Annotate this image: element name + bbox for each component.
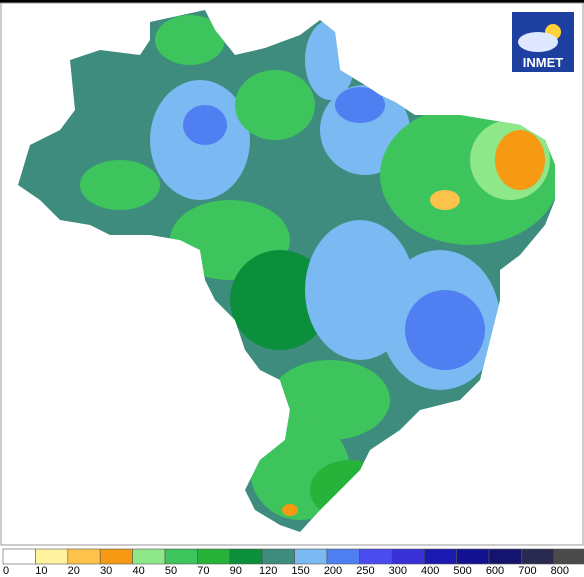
legend-swatch: [521, 548, 555, 565]
legend-label: 500: [453, 565, 471, 577]
legend-swatch: [326, 548, 360, 565]
legend-swatch: [391, 548, 425, 565]
legend-label: 30: [100, 565, 112, 577]
legend-swatch: [35, 548, 69, 565]
legend-swatch: [229, 548, 263, 565]
legend-label: 800: [551, 565, 569, 577]
legend-label: 40: [132, 565, 144, 577]
legend-label: 90: [230, 565, 242, 577]
legend-swatch: [488, 548, 522, 565]
logo: INMET: [512, 12, 574, 72]
legend-swatch: [423, 548, 457, 565]
legend-swatch: [2, 548, 36, 565]
legend-swatch: [197, 548, 231, 565]
legend-label: 0: [3, 565, 9, 577]
legend-label: 50: [165, 565, 177, 577]
legend-swatch: [359, 548, 393, 565]
legend-swatch: [67, 548, 101, 565]
legend-swatch: [294, 548, 328, 565]
legend-swatch: [456, 548, 490, 565]
legend-label: 600: [486, 565, 504, 577]
legend-label: 700: [518, 565, 536, 577]
top-border: [0, 0, 584, 3]
legend-label: 20: [68, 565, 80, 577]
legend-swatch: [261, 548, 295, 565]
logo-cloud: [518, 32, 558, 52]
logo-text: INMET: [523, 55, 564, 70]
legend-label: 10: [35, 565, 47, 577]
legend-label: 200: [324, 565, 342, 577]
legend-label: 150: [291, 565, 309, 577]
legend-swatch: [99, 548, 133, 565]
legend-label: 300: [389, 565, 407, 577]
legend-swatch: [164, 548, 198, 565]
legend-label: 250: [356, 565, 374, 577]
legend-label: 400: [421, 565, 439, 577]
legend-label: 120: [259, 565, 277, 577]
legend-swatch: [553, 548, 584, 565]
legend-swatch: [132, 548, 166, 565]
legend-label: 70: [197, 565, 209, 577]
